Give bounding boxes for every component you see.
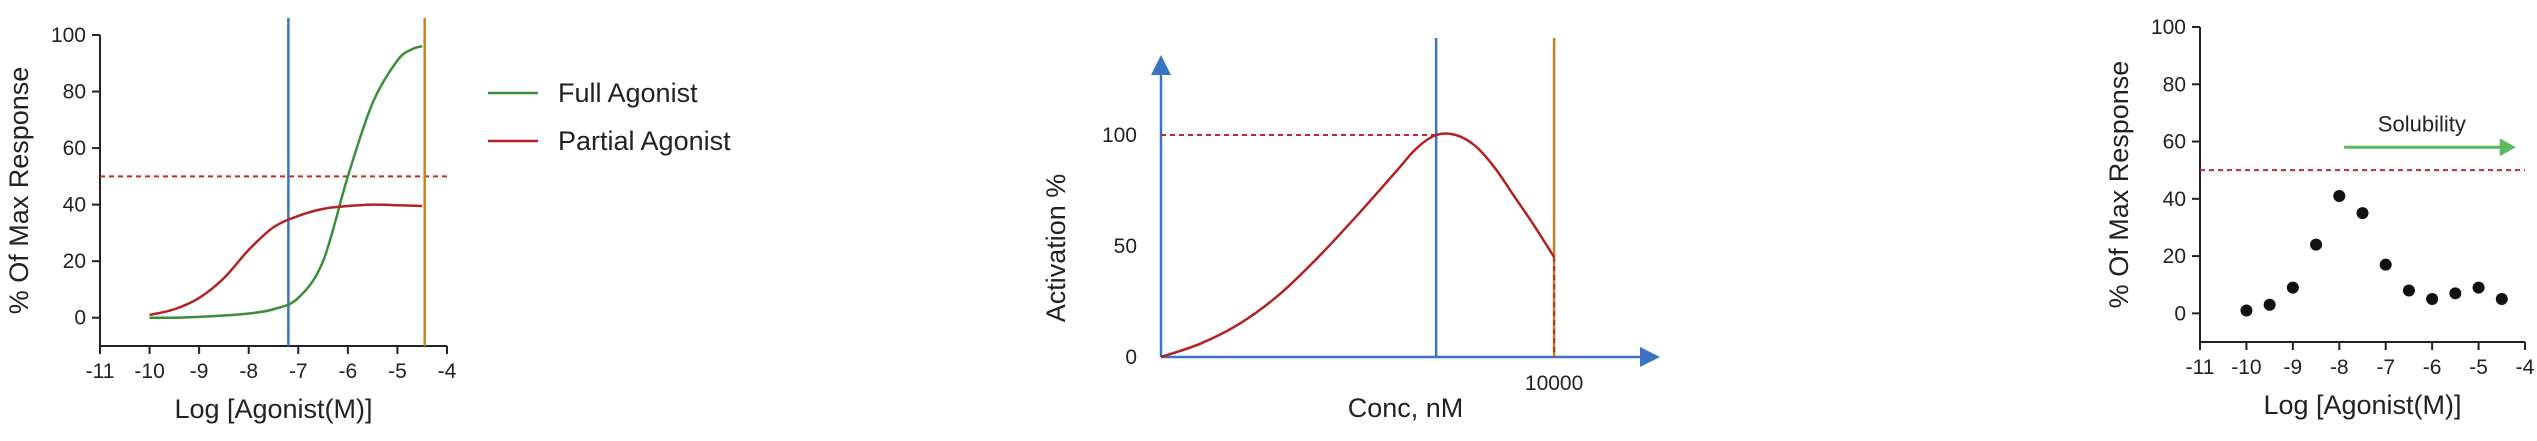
data-point [2356, 207, 2369, 220]
y-axis-title: Activation % [1041, 174, 1071, 323]
data-point [2426, 293, 2439, 306]
y-tick-label: 60 [2163, 131, 2186, 154]
data-point [2402, 284, 2415, 297]
x-axis-title: Conc, nM [1348, 393, 1464, 423]
x-tick-label: -10 [134, 360, 164, 383]
data-point [2495, 293, 2508, 306]
x-tick-label: -6 [339, 360, 358, 383]
x-axis-title: Log [Agonist(M)] [2263, 390, 2461, 420]
x-tick-label: -5 [388, 360, 407, 383]
x-tick-label: -8 [2330, 356, 2349, 379]
x-tick-label: -6 [2423, 356, 2442, 379]
solubility-arrowhead [2499, 138, 2516, 157]
x-tick-label: -11 [86, 360, 115, 383]
solubility-label: Solubility [2378, 111, 2466, 136]
y-tick-label: 20 [2163, 245, 2186, 268]
x-tick-label: -8 [239, 360, 258, 383]
data-point [2286, 281, 2299, 294]
legend-label: Partial Agonist [558, 126, 731, 156]
x-axis-arrowhead [1640, 347, 1660, 367]
data-point [2379, 258, 2392, 271]
y-tick-label: 0 [74, 307, 86, 330]
y-tick-label: 0 [1125, 346, 1137, 369]
y-tick-label: 0 [2174, 302, 2186, 325]
x-tick-label: 10000 [1525, 372, 1583, 395]
dose-response-chart: -11 -10 -9 -8 -7 -6 -5 -4 0 20 40 60 80 100 Log [Agoni… [4, 18, 731, 424]
y-tick-label: 40 [63, 194, 86, 217]
y-tick-label: 100 [1102, 124, 1137, 147]
x-tick-label: -4 [438, 360, 457, 383]
x-tick-label: -9 [2284, 356, 2303, 379]
y-tick-label: 100 [51, 24, 86, 47]
x-tick-label: -7 [2376, 356, 2395, 379]
scatter-chart: -11 -10 -9 -8 -7 -6 -5 -4 0 20 40 60 80 100 Log [Agoni… [2104, 16, 2535, 420]
y-axis-arrowhead [1151, 55, 1171, 75]
y-tick-label: 50 [1114, 235, 1137, 258]
y-axis-title: % Of Max Response [4, 67, 34, 315]
y-tick-label: 60 [63, 137, 86, 160]
series-line-full-agonist [149, 45, 423, 320]
y-tick-label: 100 [2151, 16, 2186, 39]
y-tick-label: 80 [2163, 73, 2186, 96]
legend: Full Agonist Partial Agonist [488, 78, 731, 156]
x-tick-label: -5 [2469, 356, 2488, 379]
y-tick-label: 80 [63, 81, 86, 104]
data-point [2449, 287, 2462, 300]
x-tick-label: -11 [2186, 356, 2215, 379]
y-tick-label: 40 [2163, 188, 2186, 211]
y-tick-label: 20 [63, 250, 86, 273]
x-tick-label: -9 [190, 360, 209, 383]
x-tick-label: -10 [2231, 356, 2261, 379]
x-tick-label: -4 [2516, 356, 2535, 379]
data-point [2472, 281, 2485, 294]
series-line-partial-agonist [149, 203, 423, 317]
data-point [2333, 189, 2346, 202]
data-point [2240, 304, 2253, 317]
activation-chart: 0 50 100 10000 Conc, nM Activation % [1041, 38, 1660, 423]
data-point [2263, 298, 2276, 311]
activation-curve [1160, 132, 1556, 359]
x-tick-label: -7 [289, 360, 308, 383]
y-axis-title: % Of Max Response [2104, 61, 2134, 309]
data-point [2310, 238, 2323, 251]
x-axis-title: Log [Agonist(M)] [174, 394, 372, 424]
legend-label: Full Agonist [558, 78, 698, 108]
